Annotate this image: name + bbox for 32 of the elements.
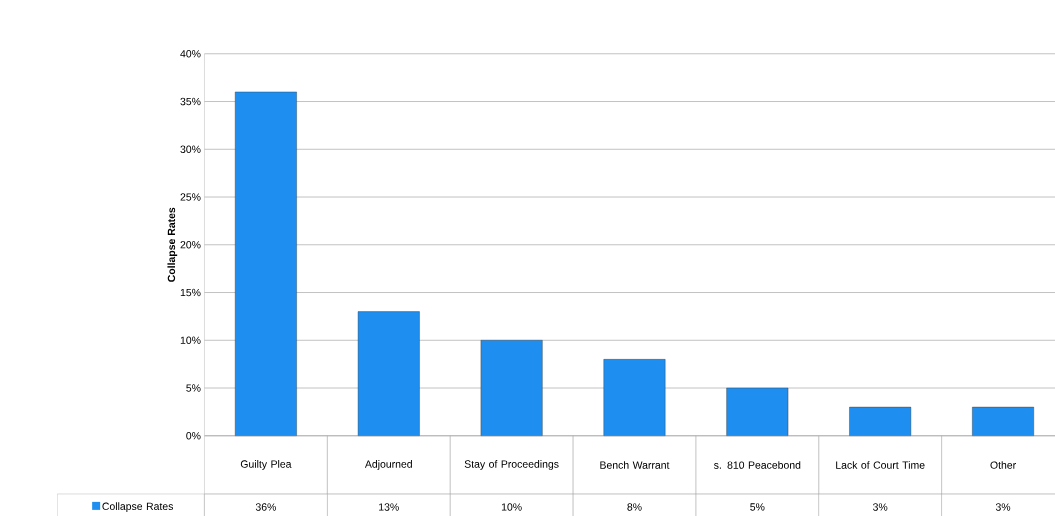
- data-label: 3%: [873, 503, 888, 511]
- x-tick-label: Lack of Court Time: [836, 461, 925, 469]
- bar: [849, 406, 912, 436]
- data-label: 10%: [501, 503, 522, 511]
- y-tick-label: 25%: [180, 193, 201, 201]
- data-label: 36%: [255, 503, 276, 511]
- y-axis-title: Collapse Rates: [167, 207, 178, 282]
- y-tick-label: 35%: [180, 97, 201, 106]
- y-tick-label: 0%: [186, 432, 201, 440]
- data-label: 5%: [750, 503, 765, 511]
- data-label: 3%: [995, 503, 1011, 511]
- x-tick-label: Adjourned: [364, 460, 412, 470]
- x-tick-label: Stay of Proceedings: [464, 460, 559, 470]
- y-tick-label: 15%: [180, 288, 201, 297]
- x-tick-label: Bench Warrant: [600, 461, 670, 469]
- bar: [480, 340, 543, 436]
- bar: [726, 387, 789, 436]
- x-tick-label: Guilty Plea: [240, 460, 292, 470]
- x-tick-label: Other: [990, 461, 1016, 469]
- data-label: 13%: [379, 503, 399, 511]
- data-label: 8%: [627, 503, 642, 511]
- y-tick-label: 5%: [186, 384, 201, 392]
- legend-label: Collapse Rates: [102, 502, 173, 513]
- y-tick-label: 10%: [180, 336, 201, 344]
- x-tick-label: s. 810 Peacebond: [714, 461, 801, 469]
- y-tick-label: 40%: [180, 50, 201, 58]
- bar: [972, 406, 1034, 436]
- y-tick-label: 30%: [180, 145, 201, 153]
- bar: [357, 311, 420, 436]
- bar: [234, 91, 297, 436]
- y-tick-label: 20%: [180, 241, 201, 249]
- bar: [603, 359, 666, 436]
